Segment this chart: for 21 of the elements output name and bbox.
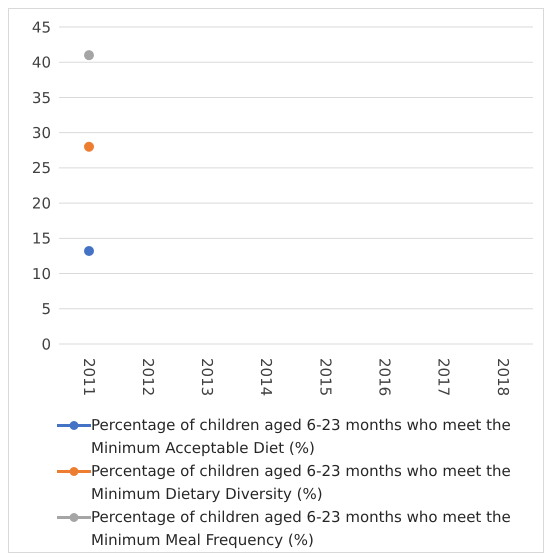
- x-tick-label: 2013: [198, 358, 216, 396]
- x-tick-label: 2012: [138, 358, 157, 396]
- y-tick-label: 35: [32, 88, 51, 107]
- y-tick-label: 45: [32, 18, 51, 36]
- y-tick-label: 5: [41, 300, 51, 318]
- x-tick-label: 2017: [434, 358, 453, 396]
- x-tick-label: 2011: [80, 358, 98, 396]
- x-tick-label: 2015: [316, 358, 334, 396]
- y-tick-label: 20: [32, 194, 51, 212]
- legend-label: Percentage of children aged 6-23 months who meet the Minimum Dietary Diversity (%): [91, 461, 512, 505]
- y-tick-label: 15: [32, 230, 51, 248]
- y-tick-label: 30: [32, 124, 51, 142]
- legend-label: Percentage of children aged 6-23 months who meet the Minimum Acceptable Diet (%): [91, 415, 512, 459]
- x-tick-label: 2016: [375, 358, 394, 396]
- y-tick-label: 40: [32, 54, 51, 72]
- x-tick-label: 2014: [257, 358, 276, 396]
- x-tick-label: 2018: [494, 358, 512, 396]
- y-tick-label: 0: [41, 335, 51, 354]
- y-tick-label: 10: [32, 264, 51, 283]
- legend-label: Percentage of children aged 6-23 months who meet the Minimum Meal Frequency (%): [91, 507, 512, 551]
- y-tick-label: 25: [32, 159, 51, 178]
